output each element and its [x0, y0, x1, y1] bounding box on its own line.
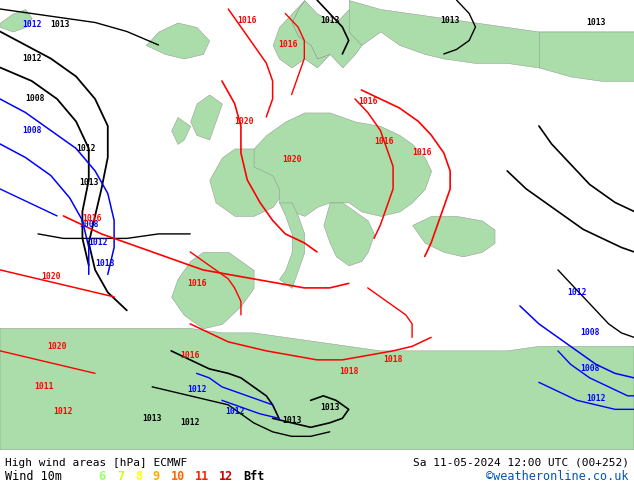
Text: 1012: 1012	[54, 407, 73, 416]
Text: 1008: 1008	[22, 126, 41, 135]
Text: 1012: 1012	[22, 20, 41, 29]
Text: 10: 10	[171, 470, 184, 483]
Text: 11: 11	[195, 470, 209, 483]
Text: 1013: 1013	[441, 16, 460, 24]
Text: 6: 6	[98, 470, 105, 483]
Text: 1013: 1013	[95, 259, 114, 268]
Text: 1020: 1020	[41, 272, 60, 281]
Text: 1016: 1016	[374, 137, 393, 146]
Text: 1013: 1013	[79, 178, 98, 187]
Text: 9: 9	[153, 470, 160, 483]
Text: 7: 7	[117, 470, 124, 483]
Text: 1013: 1013	[320, 16, 339, 24]
Text: 1016: 1016	[238, 16, 257, 24]
Text: 1008: 1008	[79, 220, 98, 229]
Text: 1016: 1016	[187, 279, 206, 288]
Text: Sa 11-05-2024 12:00 UTC (00+252): Sa 11-05-2024 12:00 UTC (00+252)	[413, 458, 629, 468]
Text: 1013: 1013	[51, 20, 70, 29]
Text: 1012: 1012	[89, 239, 108, 247]
Text: 1011: 1011	[35, 382, 54, 392]
Text: 1018: 1018	[339, 367, 358, 376]
Text: 1008: 1008	[25, 95, 44, 103]
Text: 1012: 1012	[586, 393, 605, 403]
Text: 1012: 1012	[567, 288, 586, 297]
Text: 1016: 1016	[412, 148, 431, 157]
Text: 1016: 1016	[279, 41, 298, 49]
Text: 1013: 1013	[143, 414, 162, 423]
Text: 1018: 1018	[384, 355, 403, 365]
Text: 1013: 1013	[586, 18, 605, 27]
Text: Wind 10m: Wind 10m	[5, 470, 62, 483]
Text: 1013: 1013	[320, 403, 339, 412]
Text: 1020: 1020	[235, 117, 254, 126]
Text: 12: 12	[219, 470, 233, 483]
Text: 8: 8	[135, 470, 142, 483]
Text: 1016: 1016	[358, 97, 377, 106]
Text: 1012: 1012	[187, 385, 206, 393]
Text: 1016: 1016	[82, 214, 101, 222]
Text: 1016: 1016	[181, 351, 200, 360]
Text: 1020: 1020	[48, 342, 67, 351]
Text: 1008: 1008	[580, 328, 599, 338]
Text: 1013: 1013	[282, 416, 301, 425]
Text: ©weatheronline.co.uk: ©weatheronline.co.uk	[486, 470, 629, 483]
Text: 1012: 1012	[76, 144, 95, 153]
Text: 1020: 1020	[282, 155, 301, 164]
Text: 1012: 1012	[22, 54, 41, 63]
Text: 1012: 1012	[181, 418, 200, 427]
Text: Bft: Bft	[243, 470, 264, 483]
Text: High wind areas [hPa] ECMWF: High wind areas [hPa] ECMWF	[5, 458, 187, 468]
Text: 1008: 1008	[580, 365, 599, 373]
Text: 1012: 1012	[225, 407, 244, 416]
